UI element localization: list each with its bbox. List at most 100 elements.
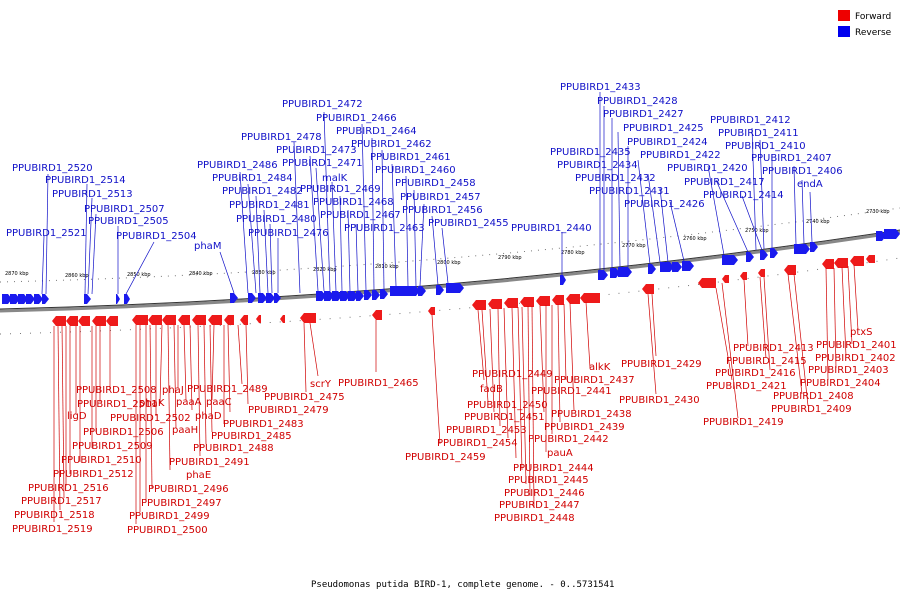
gene-arrow[interactable] (18, 294, 28, 304)
gene-label[interactable]: PPUBIRD1_2407 (751, 153, 832, 164)
gene-label[interactable]: PPUBIRD1_2486 (197, 160, 278, 171)
gene-label[interactable]: PPUBIRD1_2409 (771, 404, 852, 415)
gene-arrow[interactable] (580, 293, 600, 303)
gene-label[interactable]: PPUBIRD1_2402 (815, 353, 896, 364)
gene-arrow[interactable] (208, 315, 222, 325)
gene-arrow[interactable] (356, 291, 364, 301)
gene-label[interactable]: paaA (176, 397, 202, 408)
gene-label[interactable]: PPUBIRD1_2469 (300, 184, 381, 195)
gene-label[interactable]: phaD (195, 411, 222, 422)
gene-arrow[interactable] (390, 286, 414, 296)
gene-arrow[interactable] (682, 261, 694, 271)
gene-label[interactable]: phaJ (162, 385, 184, 396)
gene-label[interactable]: PPUBIRD1_2521 (6, 228, 87, 239)
gene-arrow[interactable] (436, 285, 444, 295)
gene-label[interactable]: PPUBIRD1_2425 (623, 123, 704, 134)
gene-label[interactable]: PPUBIRD1_2497 (141, 498, 222, 509)
gene-label[interactable]: PPUBIRD1_2514 (45, 175, 126, 186)
gene-label[interactable]: PPUBIRD1_2485 (211, 431, 292, 442)
gene-arrow[interactable] (560, 275, 566, 285)
gene-arrow[interactable] (866, 255, 875, 263)
gene-label[interactable]: PPUBIRD1_2451 (464, 412, 545, 423)
gene-arrow[interactable] (2, 294, 12, 304)
gene-label[interactable]: PPUBIRD1_2440 (511, 223, 592, 234)
gene-arrow[interactable] (340, 291, 350, 301)
gene-label[interactable]: paaC (206, 397, 232, 408)
gene-label[interactable]: PPUBIRD1_2432 (575, 173, 656, 184)
gene-arrow[interactable] (192, 315, 206, 325)
gene-label[interactable]: PPUBIRD1_2429 (621, 359, 702, 370)
gene-arrow[interactable] (92, 316, 106, 326)
gene-label[interactable]: phaM (194, 241, 221, 252)
gene-label[interactable]: ptxS (850, 327, 873, 338)
gene-arrow[interactable] (380, 289, 388, 299)
gene-arrow[interactable] (642, 284, 654, 294)
gene-label[interactable]: PPUBIRD1_2482 (222, 186, 303, 197)
gene-label[interactable]: PPUBIRD1_2449 (472, 369, 553, 380)
gene-arrow[interactable] (364, 290, 372, 300)
gene-arrow[interactable] (258, 293, 267, 303)
gene-arrow[interactable] (876, 231, 886, 241)
gene-arrow[interactable] (446, 283, 464, 293)
gene-arrow[interactable] (348, 291, 358, 301)
gene-arrow[interactable] (106, 316, 118, 326)
gene-label[interactable]: PPUBIRD1_2504 (116, 231, 197, 242)
gene-label[interactable]: PPUBIRD1_2483 (223, 419, 304, 430)
gene-arrow[interactable] (240, 315, 248, 325)
gene-label[interactable]: PPUBIRD1_2406 (762, 166, 843, 177)
gene-arrow[interactable] (660, 262, 674, 272)
gene-label[interactable]: PPUBIRD1_2414 (703, 190, 784, 201)
gene-arrow[interactable] (698, 278, 716, 288)
gene-label[interactable]: PPUBIRD1_2404 (800, 378, 881, 389)
gene-arrow[interactable] (834, 258, 848, 268)
gene-label[interactable]: alkK (589, 362, 611, 373)
gene-arrow[interactable] (488, 299, 502, 309)
gene-label[interactable]: PPUBIRD1_2450 (467, 400, 548, 411)
gene-arrow[interactable] (746, 252, 754, 262)
gene-label[interactable]: PPUBIRD1_2461 (370, 152, 451, 163)
gene-arrow[interactable] (256, 315, 261, 323)
gene-arrow[interactable] (372, 310, 382, 320)
gene-arrow[interactable] (740, 272, 747, 280)
gene-label[interactable]: PPUBIRD1_2419 (703, 417, 784, 428)
gene-label[interactable]: PPUBIRD1_2518 (14, 510, 95, 521)
gene-label[interactable]: PPUBIRD1_2480 (236, 214, 317, 225)
gene-arrow[interactable] (504, 298, 518, 308)
gene-arrow[interactable] (84, 294, 91, 304)
gene-label[interactable]: PPUBIRD1_2420 (667, 163, 748, 174)
gene-label[interactable]: PPUBIRD1_2512 (53, 469, 134, 480)
gene-label[interactable]: PPUBIRD1_2411 (718, 128, 799, 139)
gene-arrow[interactable] (132, 315, 148, 325)
gene-label[interactable]: PPUBIRD1_2500 (127, 525, 208, 536)
gene-label[interactable]: PPUBIRD1_2441 (531, 386, 612, 397)
gene-label[interactable]: PPUBIRD1_2401 (816, 340, 897, 351)
gene-label[interactable]: PPUBIRD1_2460 (375, 165, 456, 176)
gene-arrow[interactable] (178, 315, 190, 325)
gene-label[interactable]: PPUBIRD1_2513 (52, 189, 133, 200)
gene-label[interactable]: PPUBIRD1_2426 (624, 199, 705, 210)
gene-arrow[interactable] (26, 294, 35, 304)
gene-arrow[interactable] (230, 293, 238, 303)
gene-label[interactable]: fadB (480, 384, 503, 395)
gene-label[interactable]: phaK (139, 398, 165, 409)
gene-arrow[interactable] (598, 270, 608, 280)
gene-arrow[interactable] (332, 291, 342, 301)
gene-label[interactable]: PPUBIRD1_2507 (84, 204, 165, 215)
gene-arrow[interactable] (78, 316, 90, 326)
gene-arrow[interactable] (520, 297, 534, 307)
gene-label[interactable]: PPUBIRD1_2502 (110, 413, 191, 424)
gene-label[interactable]: ligD (67, 411, 87, 422)
gene-arrow[interactable] (10, 294, 20, 304)
gene-arrow[interactable] (850, 256, 864, 266)
gene-arrow[interactable] (566, 294, 580, 304)
gene-label[interactable]: PPUBIRD1_2478 (241, 132, 322, 143)
gene-label[interactable]: PPUBIRD1_2433 (560, 82, 641, 93)
gene-arrow[interactable] (722, 275, 729, 283)
gene-label[interactable]: PPUBIRD1_2445 (508, 475, 589, 486)
gene-arrow[interactable] (648, 264, 656, 274)
gene-arrow[interactable] (794, 244, 810, 254)
gene-label[interactable]: PPUBIRD1_2410 (725, 141, 806, 152)
gene-arrow[interactable] (418, 286, 426, 296)
gene-label[interactable]: PPUBIRD1_2508 (76, 385, 157, 396)
gene-label[interactable]: PPUBIRD1_2444 (513, 463, 594, 474)
